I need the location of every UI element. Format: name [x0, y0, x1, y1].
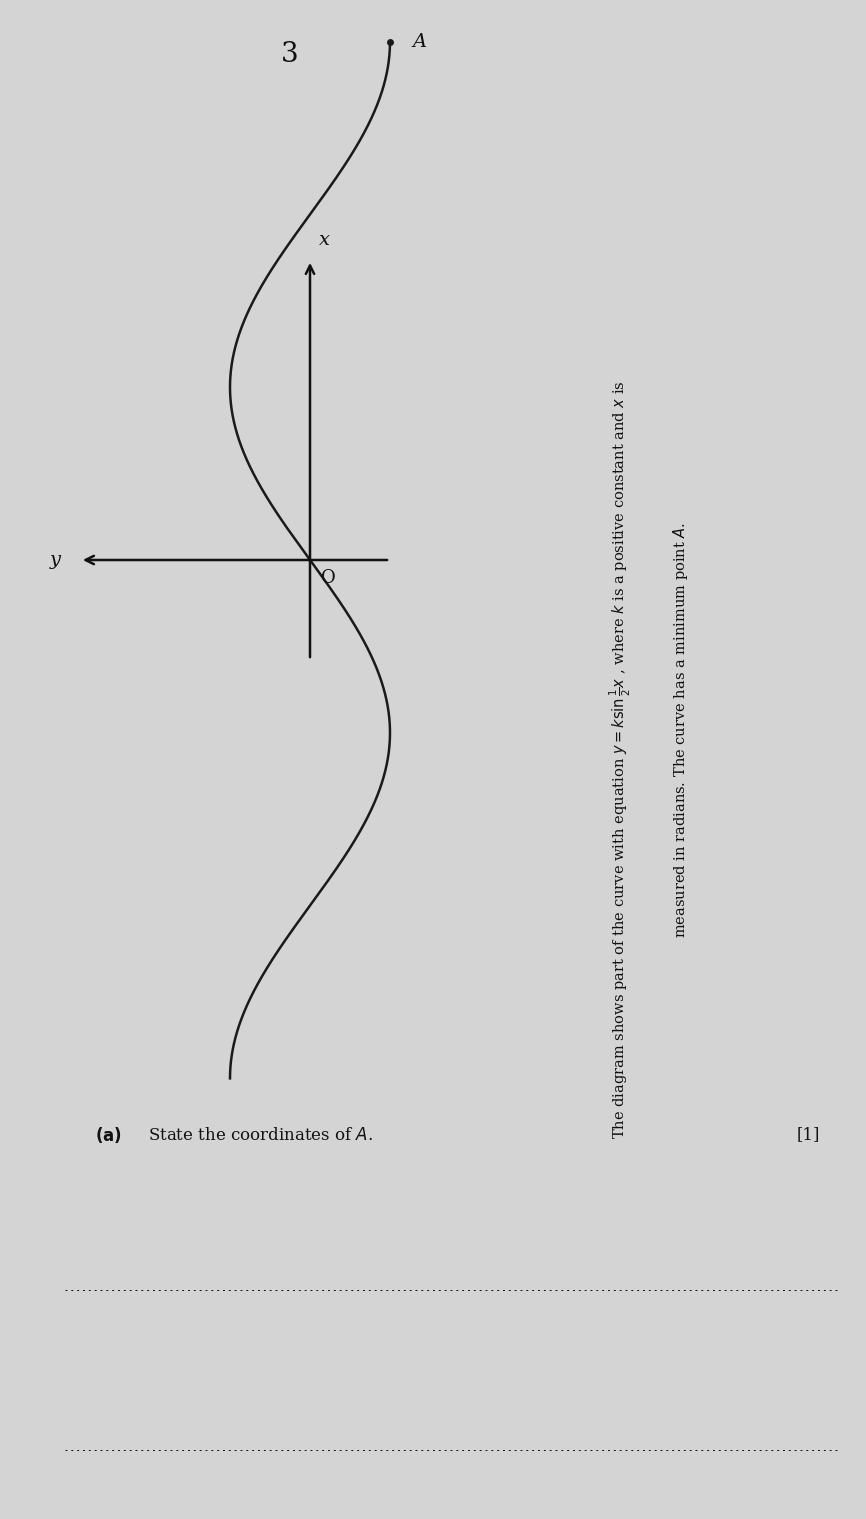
Text: 3: 3	[281, 41, 299, 68]
Text: y: y	[49, 551, 61, 570]
Text: State the coordinates of $A$.: State the coordinates of $A$.	[148, 1127, 373, 1144]
Text: $\mathbf{(a)}$: $\mathbf{(a)}$	[95, 1126, 122, 1145]
Text: measured in radians. The curve has a minimum point $A$.: measured in radians. The curve has a min…	[670, 523, 689, 939]
Text: A: A	[412, 32, 426, 50]
Text: The diagram shows part of the curve with equation $y = k\sin\frac{1}{2}x$ , wher: The diagram shows part of the curve with…	[607, 381, 633, 1139]
Text: O: O	[320, 570, 335, 586]
Text: x: x	[319, 231, 329, 249]
Text: [1]: [1]	[797, 1127, 820, 1144]
